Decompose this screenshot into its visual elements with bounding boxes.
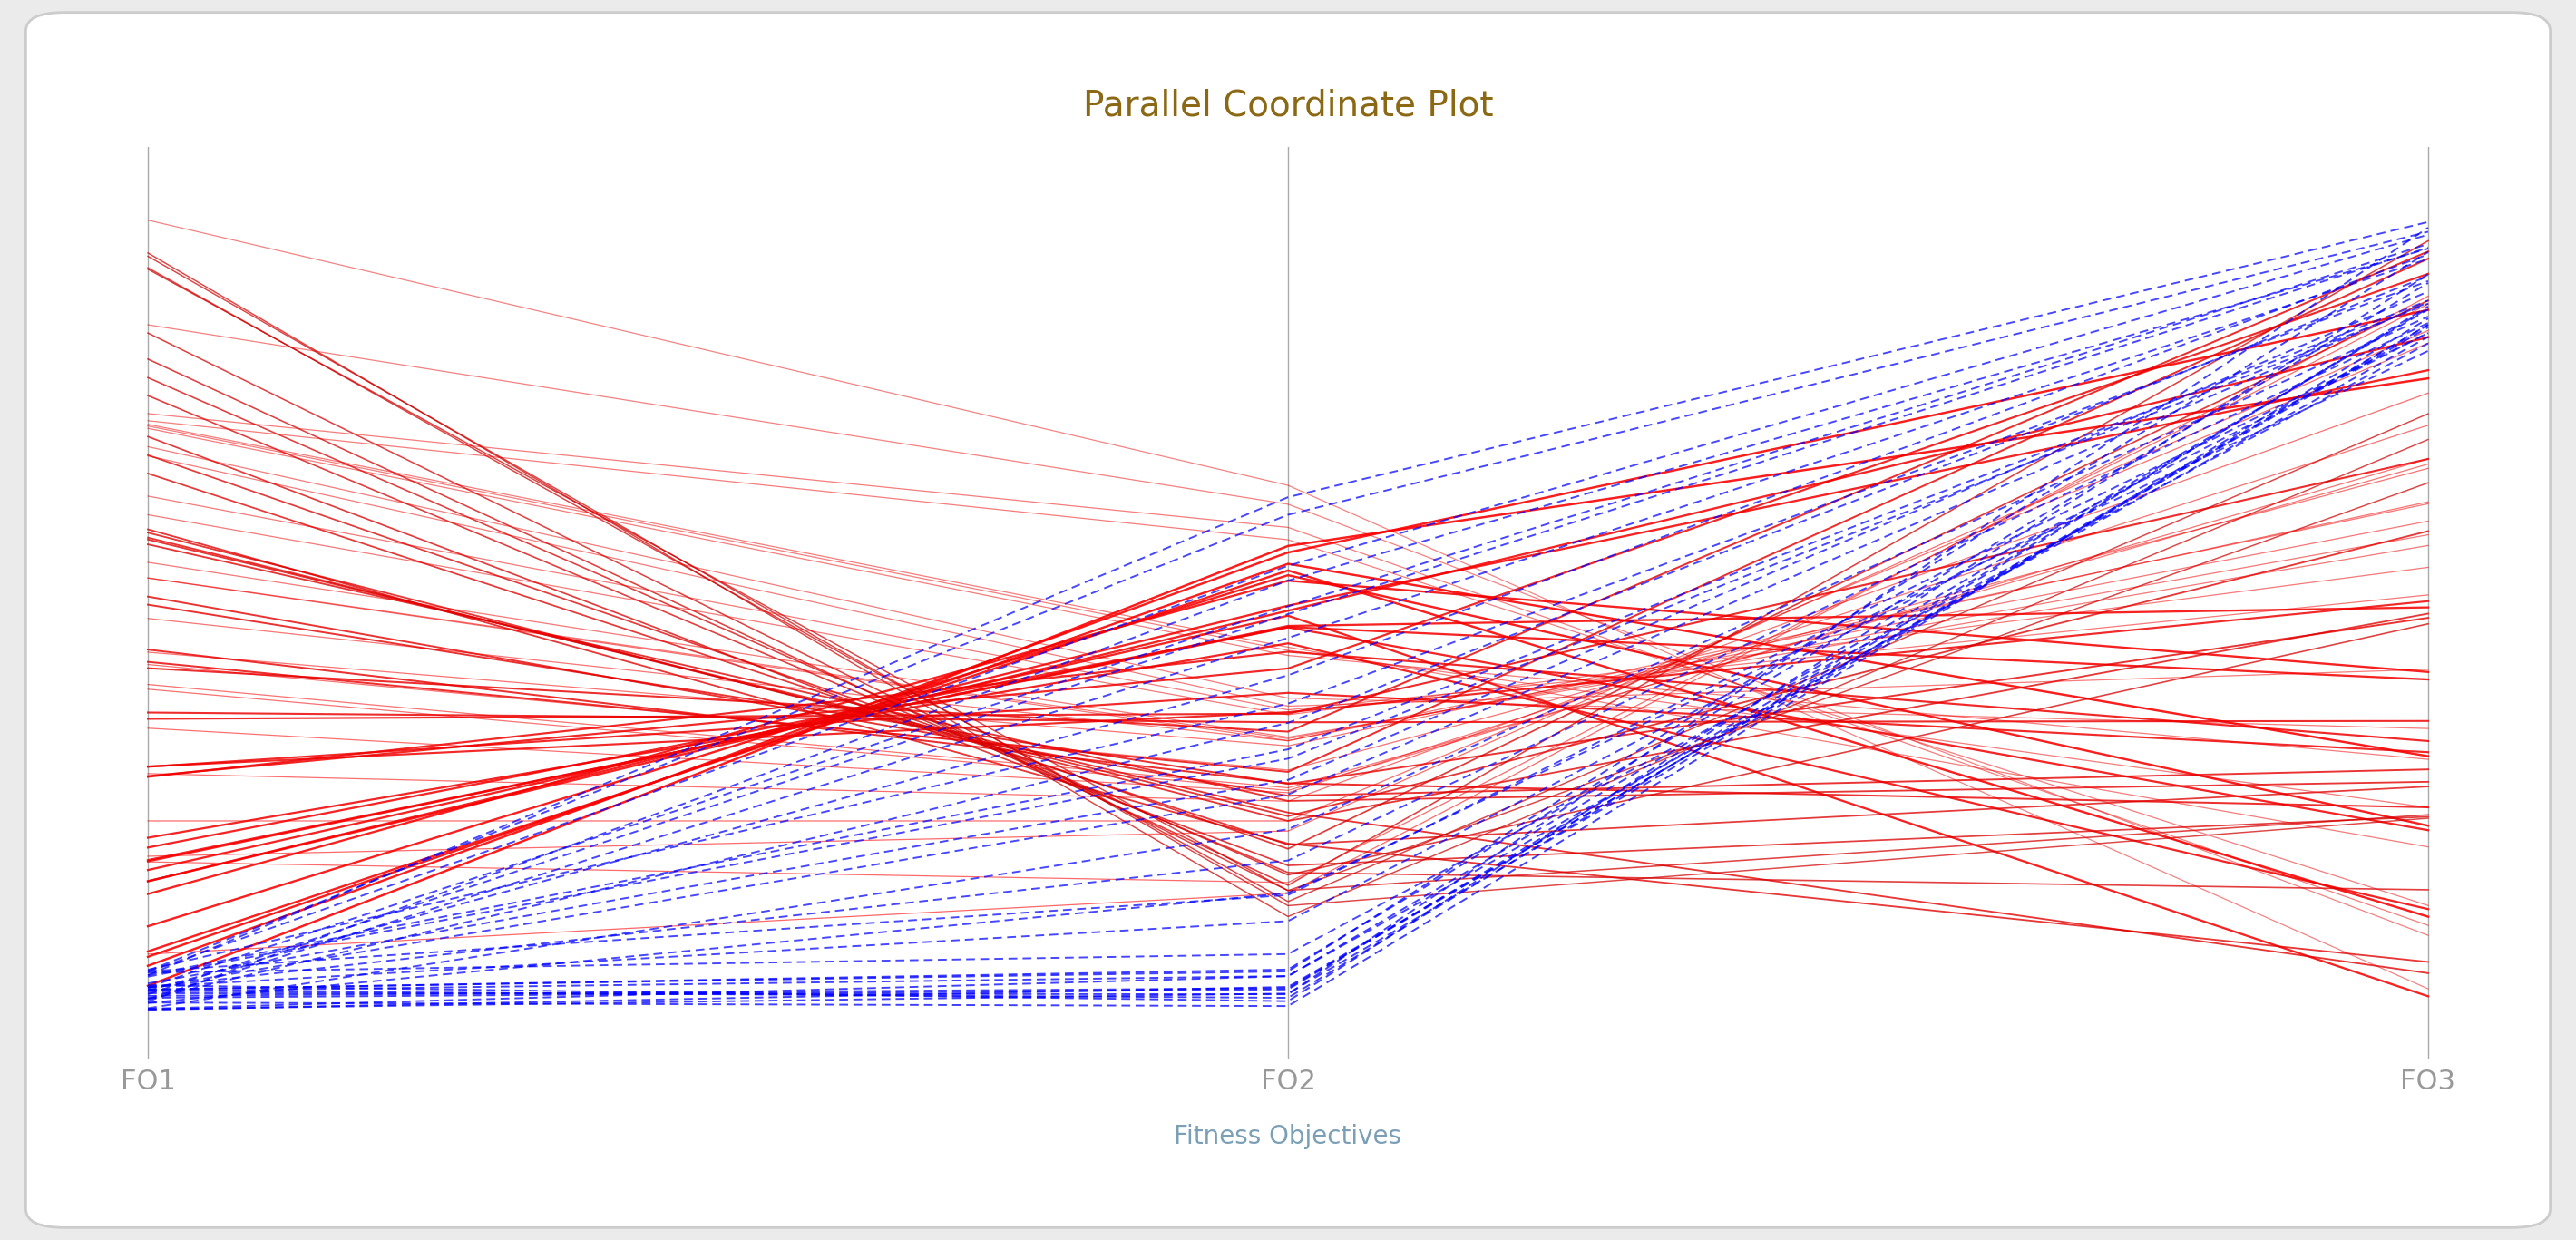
X-axis label: Fitness Objectives: Fitness Objectives (1175, 1123, 1401, 1149)
Title: Parallel Coordinate Plot: Parallel Coordinate Plot (1082, 88, 1494, 123)
